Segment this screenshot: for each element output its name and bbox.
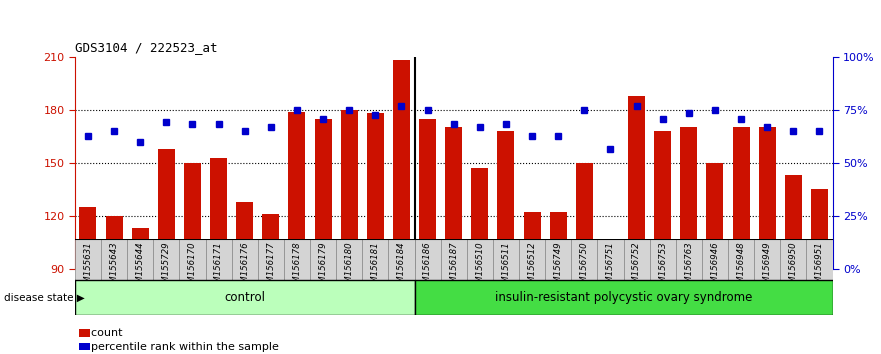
Bar [785, 175, 802, 269]
Bar [471, 168, 488, 269]
Bar [707, 163, 723, 269]
Text: GSM156184: GSM156184 [397, 241, 406, 293]
Bar [210, 158, 227, 269]
Bar [341, 110, 358, 269]
Bar [389, 239, 415, 280]
Bar [205, 239, 232, 280]
Bar [106, 216, 122, 269]
Bar [236, 202, 253, 269]
Bar [649, 239, 676, 280]
Bar [180, 239, 205, 280]
Bar [519, 239, 545, 280]
Text: GSM156946: GSM156946 [710, 241, 720, 293]
Text: GSM156187: GSM156187 [449, 241, 458, 293]
Bar [754, 239, 781, 280]
Bar [362, 239, 389, 280]
Bar [158, 149, 174, 269]
Text: GSM156178: GSM156178 [292, 241, 301, 293]
Bar [467, 239, 492, 280]
Text: GSM156949: GSM156949 [763, 241, 772, 293]
Text: GSM156179: GSM156179 [319, 241, 328, 293]
Bar [571, 239, 597, 280]
Text: disease state ▶: disease state ▶ [4, 292, 85, 302]
Text: control: control [224, 291, 265, 304]
Bar [415, 239, 440, 280]
Text: GSM156511: GSM156511 [501, 241, 510, 293]
Bar [545, 239, 571, 280]
Text: GSM155631: GSM155631 [84, 241, 93, 293]
Bar [153, 239, 180, 280]
Text: GSM156752: GSM156752 [632, 241, 641, 293]
Bar [676, 239, 702, 280]
Text: GSM156510: GSM156510 [476, 241, 485, 293]
Text: GSM156180: GSM156180 [344, 241, 353, 293]
Bar [288, 112, 306, 269]
Bar [393, 60, 410, 269]
Bar [184, 163, 201, 269]
Text: GSM156170: GSM156170 [188, 241, 197, 293]
Text: percentile rank within the sample: percentile rank within the sample [84, 342, 278, 352]
Bar [602, 248, 619, 269]
Bar [75, 239, 101, 280]
Text: GSM156753: GSM156753 [658, 241, 667, 293]
Bar [680, 127, 698, 269]
Bar [366, 113, 384, 269]
Bar [258, 239, 284, 280]
Bar [419, 119, 436, 269]
Text: GDS3104 / 222523_at: GDS3104 / 222523_at [75, 41, 218, 54]
Bar [79, 207, 96, 269]
Text: GSM155729: GSM155729 [162, 241, 171, 293]
Text: GSM156171: GSM156171 [214, 241, 223, 293]
Text: GSM156948: GSM156948 [737, 241, 745, 293]
Text: GSM156181: GSM156181 [371, 241, 380, 293]
Bar [284, 239, 310, 280]
Bar [263, 214, 279, 269]
Bar [597, 239, 624, 280]
Bar [655, 131, 671, 269]
Text: insulin-resistant polycystic ovary syndrome: insulin-resistant polycystic ovary syndr… [495, 291, 752, 304]
Bar [232, 239, 258, 280]
Text: GSM156950: GSM156950 [788, 241, 798, 293]
Text: GSM156186: GSM156186 [423, 241, 432, 293]
Bar [498, 131, 515, 269]
Bar [132, 228, 149, 269]
Bar [75, 280, 415, 315]
Bar [781, 239, 806, 280]
Text: GSM156177: GSM156177 [266, 241, 276, 293]
Bar [492, 239, 519, 280]
Bar [811, 189, 828, 269]
Text: GSM155643: GSM155643 [109, 241, 119, 293]
Bar [310, 239, 337, 280]
Text: count: count [84, 328, 122, 338]
Bar [628, 96, 645, 269]
Text: GSM155644: GSM155644 [136, 241, 144, 293]
Bar [523, 212, 541, 269]
Text: GSM156749: GSM156749 [554, 241, 563, 293]
Text: GSM156750: GSM156750 [580, 241, 589, 293]
Bar [733, 127, 750, 269]
Bar [576, 163, 593, 269]
Bar [550, 212, 566, 269]
Bar [445, 127, 463, 269]
Bar [728, 239, 754, 280]
Text: GSM156512: GSM156512 [528, 241, 537, 293]
Text: GSM156751: GSM156751 [606, 241, 615, 293]
Bar [337, 239, 362, 280]
Bar [759, 127, 775, 269]
Bar [702, 239, 728, 280]
Bar [806, 239, 833, 280]
Text: GSM156763: GSM156763 [685, 241, 693, 293]
Bar [315, 119, 331, 269]
Text: GSM156951: GSM156951 [815, 241, 824, 293]
Bar [127, 239, 153, 280]
Bar [624, 239, 649, 280]
Bar [101, 239, 127, 280]
Bar [440, 239, 467, 280]
Text: GSM156176: GSM156176 [241, 241, 249, 293]
Bar [415, 280, 833, 315]
